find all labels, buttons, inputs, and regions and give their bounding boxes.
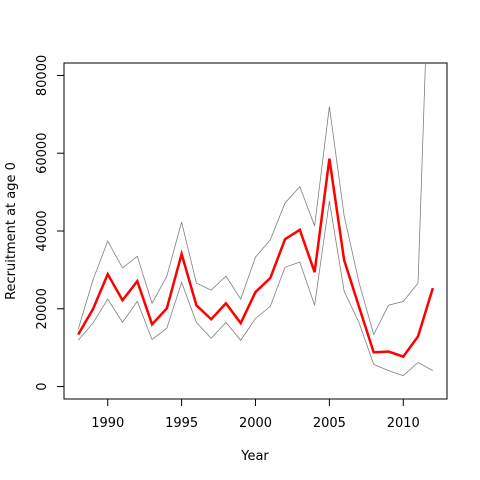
x-tick-label: 2010 [387, 416, 420, 431]
series-line [77, 63, 426, 336]
y-tick-label: 40000 [35, 210, 50, 251]
y-axis-label: Recruitment at age 0 [4, 162, 19, 300]
y-tick-label: 0 [35, 382, 50, 390]
y-tick-label: 20000 [35, 288, 50, 329]
plot-box [63, 62, 448, 400]
series-line [77, 158, 435, 359]
series-line [77, 200, 434, 377]
x-axis-label: Year [240, 449, 269, 464]
y-tick-label: 60000 [35, 133, 50, 174]
x-tick-label: 2000 [239, 416, 272, 431]
y-tick-label: 80000 [35, 55, 50, 96]
x-tick-label: 2005 [313, 416, 346, 431]
lines [77, 63, 435, 377]
x-tick-label: 1995 [165, 416, 198, 431]
x-tick-label: 1990 [91, 416, 124, 431]
